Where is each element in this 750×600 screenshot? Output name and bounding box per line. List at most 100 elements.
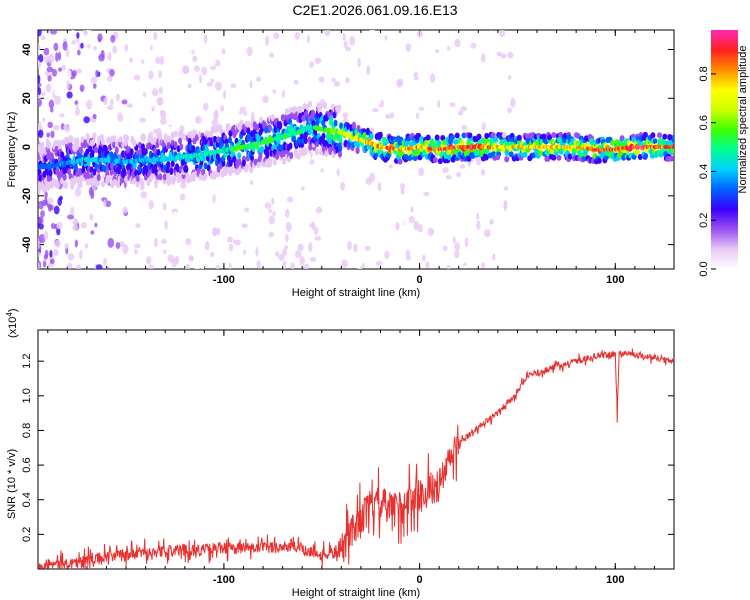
spectrogram-ridge-point — [637, 154, 643, 161]
spectrogram-noise-point — [500, 255, 505, 265]
spectrogram-ridge-point — [493, 136, 499, 143]
snr-plot-frame — [37, 329, 675, 570]
spectrogram-noise-point — [314, 236, 322, 241]
spectrogram-noise-point — [167, 254, 174, 263]
spectrogram-noise-point — [226, 57, 234, 62]
spectrogram-noise-point — [86, 99, 93, 110]
spec-ytick-label: -40 — [21, 237, 33, 253]
spectrogram-noise-point — [388, 164, 393, 169]
spectrogram-noise-point — [155, 56, 161, 64]
spectrogram-noise-point — [306, 86, 310, 96]
spectrogram-noise-point — [44, 197, 48, 205]
spectrogram-ridge-point — [78, 146, 83, 154]
spectrogram-ridge-point — [46, 140, 51, 148]
spectrogram-noise-point — [66, 91, 73, 99]
spectrogram-noise-point — [213, 110, 219, 121]
spectrogram-noise-point — [459, 255, 465, 266]
spectrogram-noise-point — [187, 50, 193, 57]
spectrogram-ridge-point — [296, 152, 301, 160]
spectrogram-noise-point — [39, 40, 46, 47]
spectrogram-ridge-point — [461, 132, 467, 139]
spectrogram-noise-point — [249, 80, 253, 89]
spectrogram-ridge-core — [671, 145, 674, 150]
spectrogram-noise-point — [268, 231, 275, 238]
spectrogram-noise-point — [454, 250, 460, 259]
spectrogram-noise-point — [50, 130, 55, 139]
spectrogram-noise-point — [38, 49, 42, 55]
spectrogram-ridge-point — [495, 154, 501, 161]
spec-xtick-label: -100 — [213, 274, 235, 286]
spectrogram-noise-point — [84, 86, 90, 93]
spectrogram-noise-point — [52, 248, 59, 257]
spectrogram-ridge-point — [310, 112, 315, 120]
spectrogram-noise-point — [76, 68, 82, 74]
spectrogram-noise-point — [54, 95, 61, 106]
spectrogram-ridge-point — [276, 149, 281, 157]
spectrogram-ridge-point — [60, 151, 65, 159]
spectrogram-noise-point — [67, 184, 71, 189]
spectrogram-noise-point — [74, 187, 82, 197]
spectrogram-noise-point — [38, 216, 44, 225]
spectrogram-noise-point — [142, 92, 147, 97]
spectrogram-ridge-point — [270, 114, 275, 122]
spectrogram-noise-point — [116, 219, 120, 226]
spectrogram-ridge-point — [298, 105, 303, 113]
spectrogram-ridge-point — [74, 140, 79, 148]
spectrogram-ridge-point — [124, 134, 129, 142]
spectrogram-noise-point — [151, 106, 155, 112]
spectrogram-noise-point — [442, 245, 448, 252]
spectrogram-noise-point — [366, 65, 371, 76]
spectrogram-ridge-point — [112, 178, 117, 186]
spectrogram-ridge-point — [547, 134, 553, 141]
spectrogram-noise-point — [86, 30, 92, 34]
spectrogram-chart: -100 0 100 Height of straight line (km) -40 -… — [6, 29, 675, 299]
spectrogram-ridge-point — [385, 152, 391, 159]
spectrogram-noise-point — [210, 65, 217, 70]
spectrogram-ridge-point — [78, 181, 83, 189]
spectrogram-noise-point — [324, 30, 331, 37]
spectrogram-noise-point — [49, 258, 55, 265]
spectrogram-ridge-point — [516, 134, 522, 141]
spectrogram-noise-point — [395, 222, 400, 231]
spectrogram-noise-point — [510, 97, 516, 108]
spectrogram-ridge-point — [115, 166, 120, 174]
spectrogram-ridge-point — [662, 133, 668, 140]
spectrogram-noise-point — [43, 230, 49, 241]
spectrogram-ridge-point — [249, 154, 254, 162]
spectrogram-ridge-point — [293, 106, 298, 114]
spectrogram-noise-point — [413, 220, 420, 231]
spectrogram-noise-point — [53, 86, 59, 96]
spectrogram-noise-point — [201, 66, 208, 76]
spectrogram-noise-point — [460, 106, 468, 112]
spectrogram-noise-point — [364, 245, 371, 251]
spectrogram-noise-point — [427, 227, 435, 237]
spectrogram-noise-point — [38, 74, 41, 84]
spectrogram-noise-point — [124, 43, 129, 52]
spectrogram-noise-point — [314, 57, 322, 64]
spectrogram-noise-point — [92, 83, 97, 89]
spectrogram-noise-point — [289, 180, 294, 189]
spectrogram-noise-point — [38, 129, 44, 138]
spectrogram-ridge-point — [82, 141, 87, 149]
spectrogram-noise-point — [461, 124, 468, 131]
spectrogram-noise-point — [400, 182, 405, 191]
spectrogram-noise-point — [130, 32, 137, 38]
spectrogram-ridge-point — [172, 175, 177, 183]
spectrogram-ridge-point — [619, 135, 625, 142]
colorbar-tick-label: 0.6 — [698, 115, 710, 130]
spectrogram-noise-point — [47, 197, 54, 205]
spectrogram-ridge-point — [356, 141, 361, 149]
spectrogram-ridge-point — [109, 168, 114, 176]
spectrogram-noise-point — [63, 124, 70, 132]
spectrogram-ridge-point — [163, 133, 168, 141]
spectrogram-noise-point — [171, 117, 178, 125]
spectrogram-noise-point — [42, 260, 47, 268]
spectrogram-ridge-point — [301, 114, 306, 122]
spectrogram-noise-point — [464, 190, 469, 198]
spectrogram-noise-point — [133, 243, 141, 249]
spectrogram-noise-point — [56, 81, 64, 88]
colorbar-tick-label: 0.2 — [698, 213, 710, 228]
spectrogram-noise-point — [59, 195, 63, 201]
spectrogram-noise-point — [306, 34, 311, 44]
